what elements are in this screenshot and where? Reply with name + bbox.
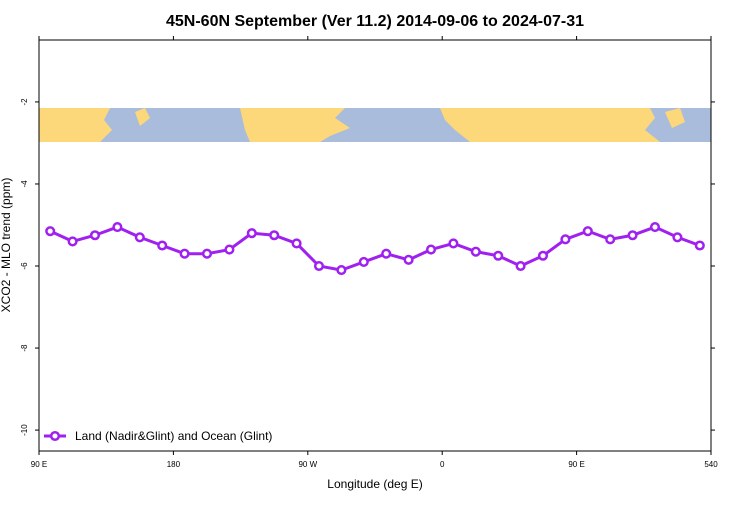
x-axis-label: Longitude (deg E) [327,477,422,491]
point [448,238,459,249]
point [537,250,549,261]
point [134,232,145,243]
series-line [49,225,701,272]
point [89,230,101,241]
point [269,230,280,241]
point [313,260,325,272]
x-tick-label: 180 [167,460,181,469]
x-tick-label: 0 [440,460,445,469]
point [358,256,369,267]
point [649,221,661,233]
x-tick-label: 90 E [568,460,584,469]
point [560,234,571,245]
x-tick-label: 90 E [31,460,47,469]
point [291,238,302,249]
point [45,226,56,237]
point [605,234,616,245]
point [381,248,392,259]
y-tick-label: -2 [20,98,29,106]
point [201,248,213,259]
point [67,236,78,247]
point [672,232,683,243]
point [112,221,123,233]
point [403,254,414,265]
y-tick-label: -8 [20,344,29,352]
y-tick-label: -10 [20,424,29,436]
legend-label: Land (Nadir&Glint) and Ocean (Glint) [75,429,272,443]
point [627,230,638,241]
point [246,228,257,239]
y-tick-label: -6 [20,262,29,270]
point [425,244,437,255]
point [224,244,235,255]
point [336,265,347,276]
chart-title: 45N-60N September (Ver 11.2) 2014-09-06 … [166,13,584,30]
x-tick-label: 540 [704,460,718,469]
y-axis-label: XCO2 - MLO trend (ppm) [0,178,13,313]
point [694,240,705,251]
x-tick-label: 90 W [298,460,317,469]
point [179,248,190,259]
plot-frame [38,39,712,452]
point [157,240,168,251]
y-tick-label: -4 [20,180,29,188]
point [493,250,504,261]
point [470,246,481,257]
map-strip [39,108,711,142]
point [582,226,593,237]
point [515,260,526,272]
legend-marker [49,430,61,442]
